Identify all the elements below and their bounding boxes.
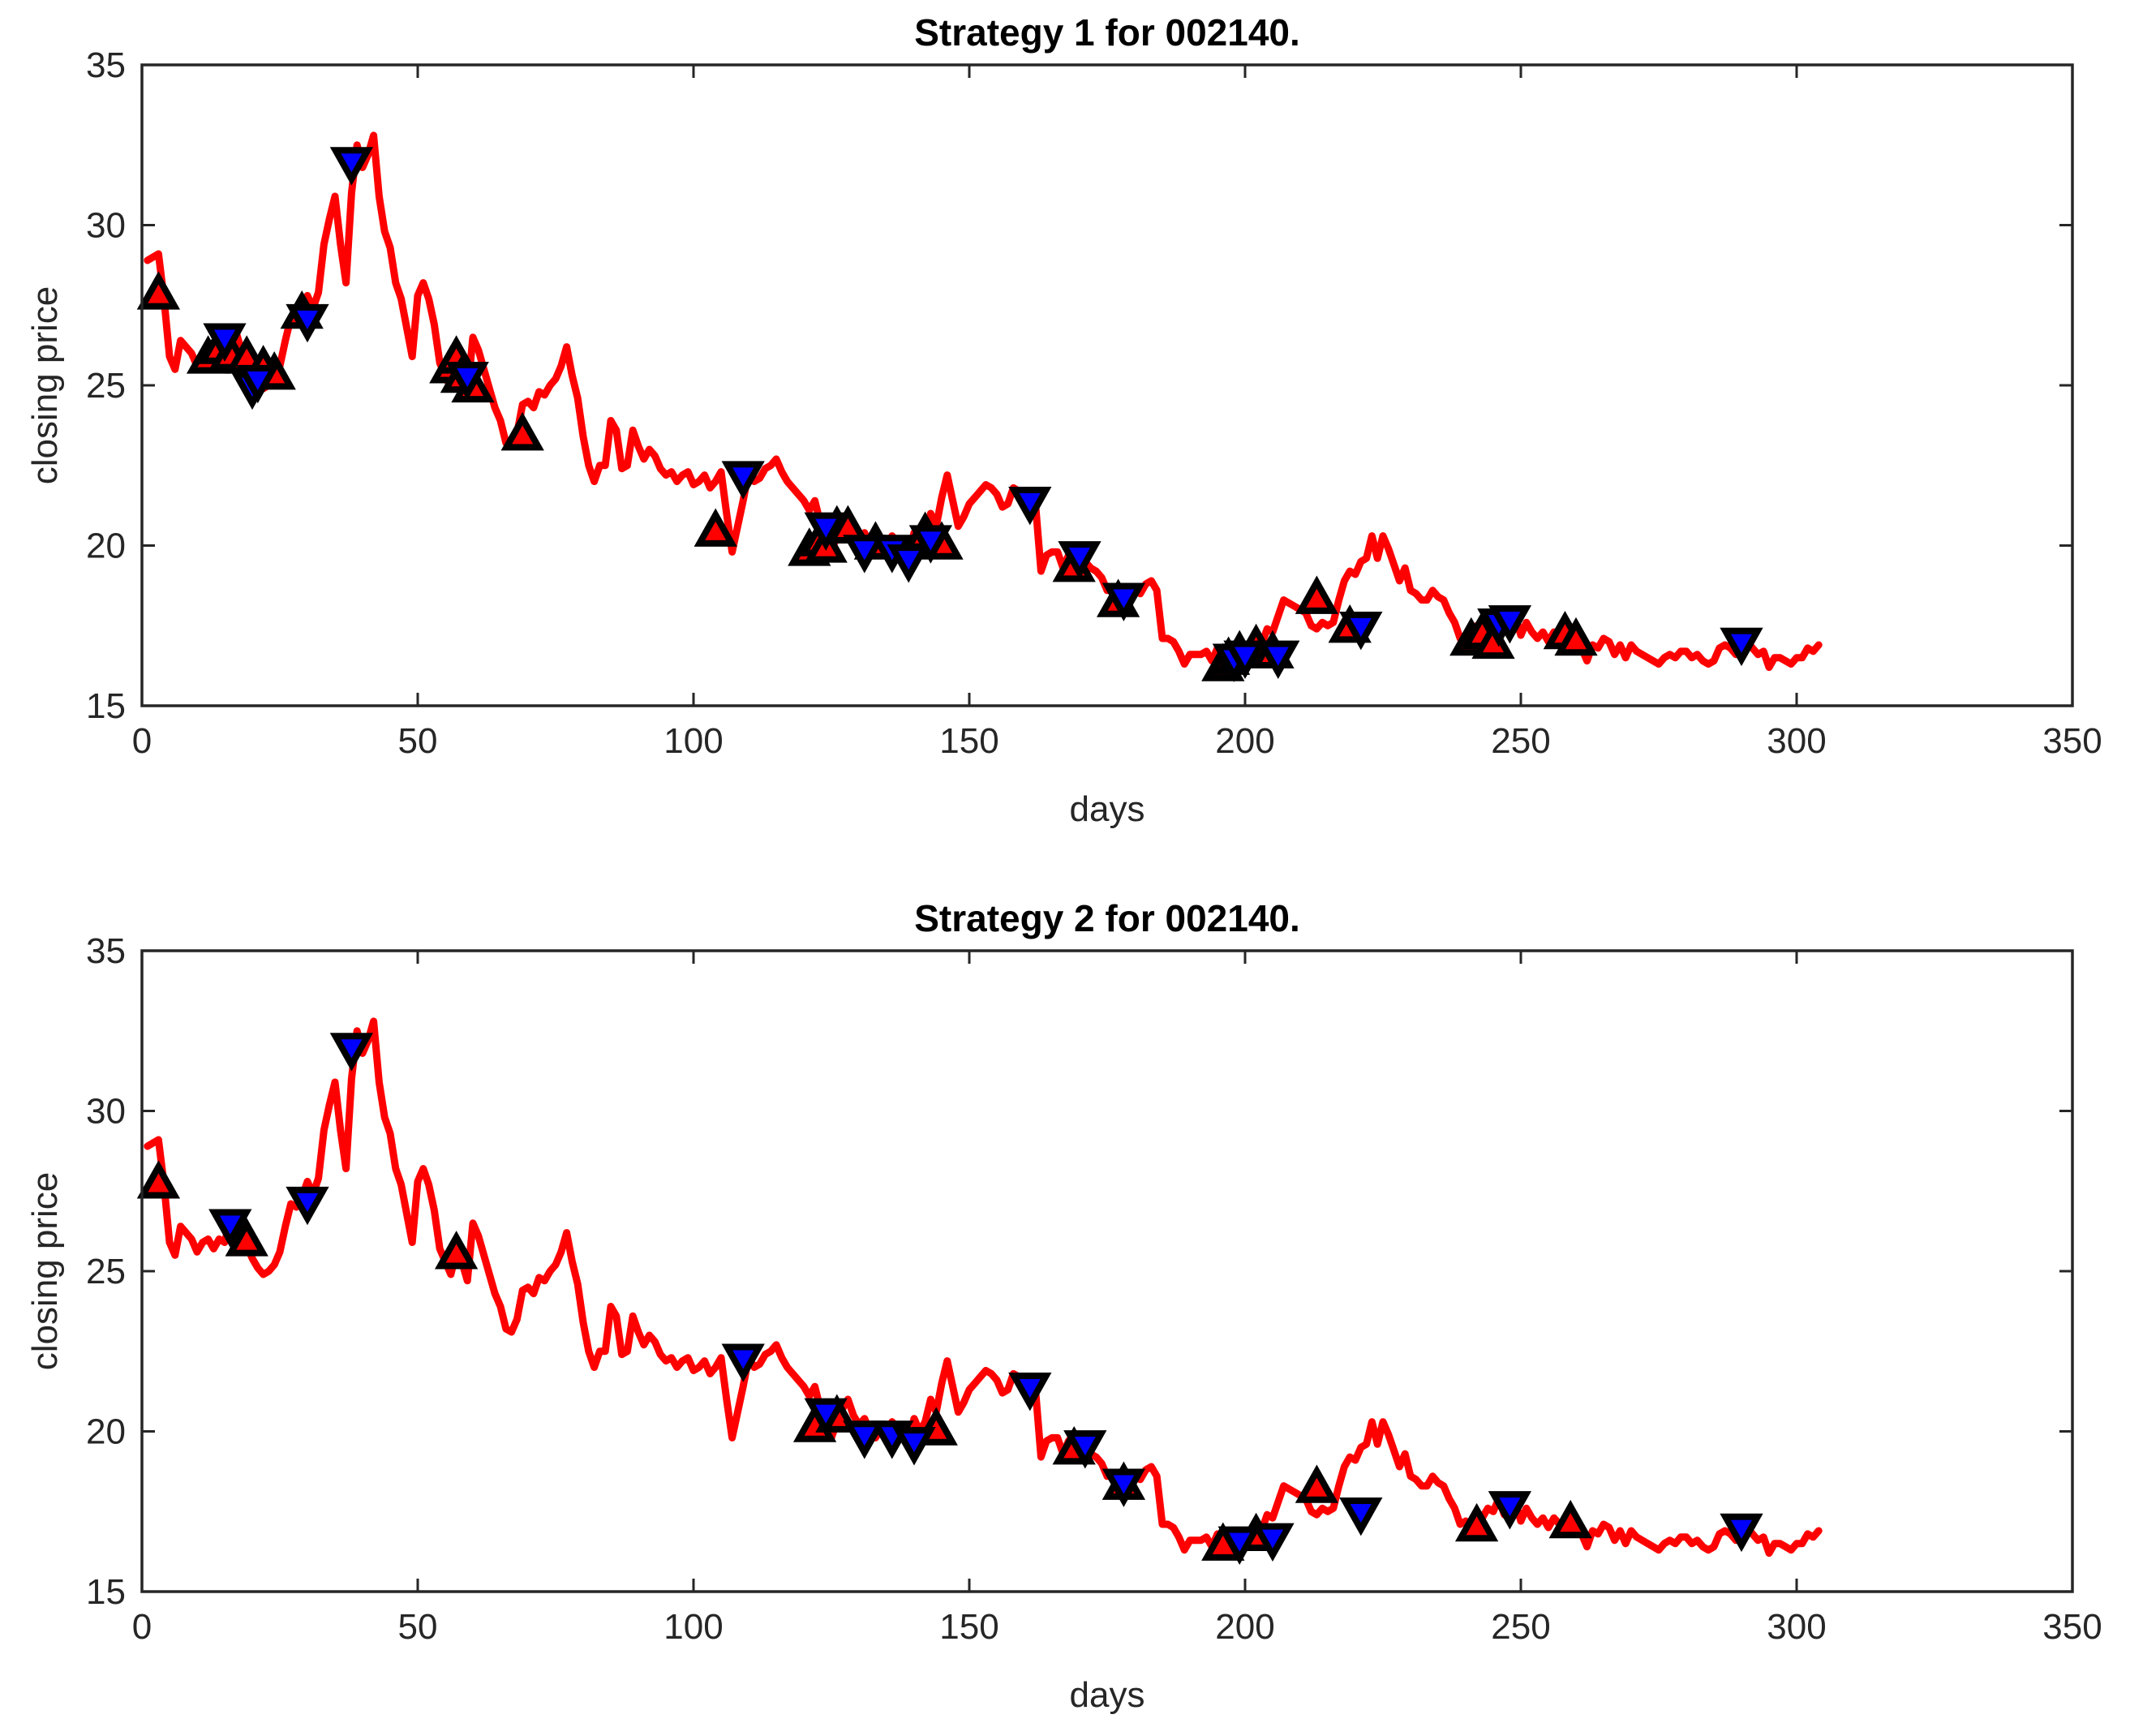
sell-marker [1058,541,1102,580]
buy-marker [136,1160,181,1199]
y-axis-label: closing price [25,1172,65,1371]
buy-marker [136,271,181,310]
sell-marker [843,535,887,574]
sell-marker [1488,1491,1532,1530]
x-tick-label: 250 [1491,721,1550,761]
buy-marker [694,508,737,547]
y-axis-label: closing price [25,286,65,485]
sell-marker [1008,487,1052,526]
sell-marker [1251,1523,1295,1562]
axis-tick-layer: 0 50 100 150 200 250 300 350 15 20 25 30 35 [86,45,2102,761]
x-tick-label: 300 [1767,721,1826,761]
sell-marker [329,147,374,186]
x-tick-label: 100 [663,721,723,761]
x-tick-label: 350 [2042,721,2102,761]
x-tick-label: 300 [1767,1607,1826,1647]
axis-tick-layer: 0 50 100 150 200 250 300 350 15 20 25 30 35 [86,931,2102,1647]
sell-marker [1063,1430,1107,1469]
sell-marker [236,364,280,404]
price-series-line [144,131,1823,672]
y-tick-label: 25 [86,366,126,406]
price-line-layer [144,131,1823,672]
sell-marker [286,1186,329,1226]
sell-marker [1256,640,1300,679]
sell-marker [329,1033,374,1072]
sell-marker [1008,1373,1052,1412]
buy-marker [1454,1502,1499,1542]
x-tick-label: 150 [939,721,998,761]
sell-marker [1102,1468,1146,1507]
y-tick-label: 15 [86,1572,126,1612]
y-tick-label: 20 [86,1412,126,1452]
y-tick-label: 35 [86,45,126,85]
price-series-line [144,1017,1823,1558]
sell-marker [887,544,930,583]
x-tick-label: 200 [1215,1607,1274,1647]
x-tick-label: 0 [132,1607,152,1647]
x-tick-label: 200 [1215,721,1274,761]
sell-marker [1217,1526,1261,1565]
sell-marker [1339,1498,1383,1536]
buy-marker [500,412,544,451]
x-tick-label: 350 [2042,1607,2102,1647]
sell-marker [203,323,247,362]
buy-marker [434,1231,479,1270]
chart-strategy-2: Strategy 2 for 002140. 0 50 100 150 200 250 30… [25,897,2102,1715]
signal-marker-layer [136,1033,1763,1565]
sell-marker [1720,627,1763,667]
buy-marker [1554,617,1598,656]
x-tick-label: 150 [939,1607,998,1647]
x-tick-label: 0 [132,721,152,761]
sell-marker [721,461,765,500]
chart-title: Strategy 1 for 002140. [914,11,1300,54]
x-tick-label: 100 [663,1607,723,1647]
y-tick-label: 25 [86,1252,126,1291]
buy-marker [225,1218,268,1257]
sell-marker [804,1398,848,1437]
sell-marker [892,1427,936,1466]
sell-marker [843,1420,887,1459]
price-line-layer [144,1017,1823,1558]
x-tick-label: 50 [398,1607,438,1647]
x-tick-label: 50 [398,721,438,761]
y-tick-label: 20 [86,526,126,566]
sell-marker [804,512,848,551]
y-tick-label: 30 [86,1092,126,1132]
buy-marker [1295,575,1339,614]
x-tick-label: 250 [1491,1607,1550,1647]
sell-marker [1223,640,1267,679]
buy-marker [1548,1499,1592,1539]
chart-strategy-1: Strategy 1 for 002140. 0 50 100 150 200 250 30… [25,11,2102,829]
signal-marker-layer [136,147,1763,682]
sell-marker [445,361,489,401]
y-tick-label: 15 [86,686,126,726]
sell-marker [1339,612,1383,651]
buy-marker [1295,1464,1339,1503]
x-axis-label: days [1070,1675,1145,1715]
sell-marker [1102,582,1146,621]
sell-marker [721,1343,765,1382]
sell-marker [1720,1513,1763,1553]
sell-marker [908,525,953,564]
sell-marker [208,1209,252,1248]
x-axis-label: days [1070,789,1145,829]
sell-marker [286,303,329,343]
chart-title: Strategy 2 for 002140. [914,897,1300,939]
sell-marker [1488,605,1532,644]
y-tick-label: 30 [86,206,126,246]
y-tick-label: 35 [86,931,126,971]
